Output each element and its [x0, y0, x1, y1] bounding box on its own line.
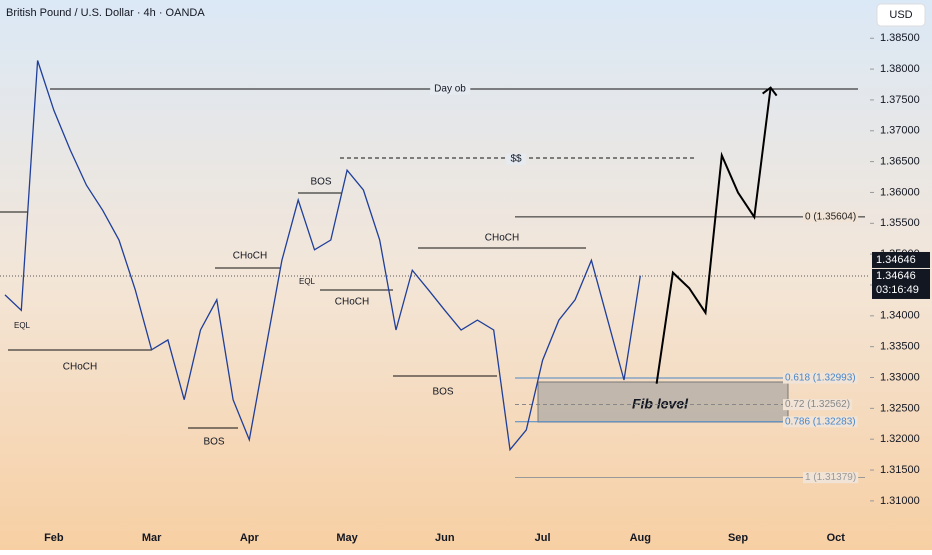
annotation: BOS: [310, 177, 331, 188]
countdown: 03:16:49: [876, 284, 919, 296]
currency: USD: [889, 9, 912, 21]
y-tick-label: 1.34000: [880, 310, 920, 322]
x-tick-label: Sep: [728, 532, 748, 544]
x-tick-label: Aug: [630, 532, 651, 544]
fib-label: 0 (1.35604): [805, 212, 856, 223]
x-tick-label: Jul: [535, 532, 551, 544]
annotation: CHoCH: [485, 233, 519, 244]
x-tick-label: Jun: [435, 532, 455, 544]
fib-label: 0.72 (1.32562): [785, 399, 850, 410]
annotation: $$: [510, 154, 522, 165]
annotation: Day ob: [434, 84, 466, 95]
x-tick-label: May: [336, 532, 358, 544]
chart-title: British Pound / U.S. Dollar · 4h · OANDA: [6, 7, 205, 19]
fib-label: 0.618 (1.32993): [785, 373, 856, 384]
fib-zone: [537, 381, 789, 423]
y-tick-label: 1.31500: [880, 464, 920, 476]
series-line: [4, 60, 641, 452]
fib-label-bg: [783, 399, 853, 411]
y-tick-label: 1.38500: [880, 32, 920, 44]
y-tick-label: 1.31000: [880, 495, 920, 507]
y-tick-label: 1.36000: [880, 186, 920, 198]
annotation: BOS: [203, 437, 224, 448]
annotation: CHoCH: [335, 297, 369, 308]
label-bg: [506, 153, 526, 165]
label-bg: [430, 83, 471, 95]
fib-label: 0.786 (1.32283): [785, 416, 856, 427]
y-tick-label: 1.37500: [880, 94, 920, 106]
annotation: EQL: [14, 321, 31, 330]
arrow-head: [762, 86, 778, 97]
fib-label-bg: [803, 472, 859, 484]
fib-label-bg: [783, 372, 858, 384]
price-tag: [872, 268, 930, 299]
annotation: BOS: [432, 387, 453, 398]
x-tick-label: Feb: [44, 532, 64, 544]
annotation: CHoCH: [63, 362, 97, 373]
price-tag: [872, 251, 930, 268]
price-tag-label: 1.34646: [876, 270, 916, 282]
fib-label-bg: [783, 416, 858, 428]
fib-label: 1 (1.31379): [805, 472, 856, 483]
fib-label-bg: [803, 211, 859, 223]
annotation: EQL: [299, 277, 316, 286]
y-tick-label: 1.33500: [880, 341, 920, 353]
y-tick-label: 1.32500: [880, 402, 920, 414]
y-tick-label: 1.38000: [880, 63, 920, 75]
annotation: CHoCH: [233, 251, 267, 262]
x-tick-label: Apr: [240, 532, 260, 544]
y-tick-label: 1.32000: [880, 433, 920, 445]
y-tick-label: 1.37000: [880, 125, 920, 137]
y-tick-label: 1.33000: [880, 371, 920, 383]
y-tick-label: 1.36500: [880, 156, 920, 168]
y-tick-label: 1.35500: [880, 217, 920, 229]
series-line: [655, 87, 772, 384]
annotation: Fib level: [632, 396, 689, 412]
currency-box[interactable]: [876, 3, 926, 27]
x-tick-label: Oct: [827, 532, 846, 544]
x-tick-label: Mar: [142, 532, 162, 544]
price-tag-label: 1.34646: [876, 254, 916, 266]
